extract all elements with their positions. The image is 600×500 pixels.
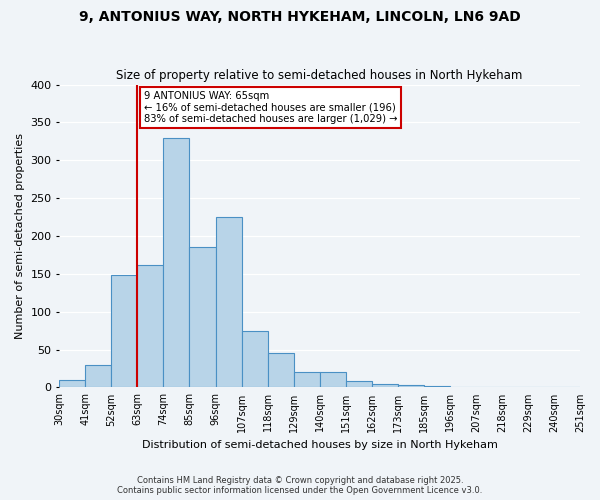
Bar — [190, 248, 215, 388]
Bar — [320, 372, 346, 388]
Y-axis label: Number of semi-detached properties: Number of semi-detached properties — [15, 133, 25, 339]
Bar — [59, 380, 85, 388]
Bar — [163, 138, 190, 388]
Text: 9, ANTONIUS WAY, NORTH HYKEHAM, LINCOLN, LN6 9AD: 9, ANTONIUS WAY, NORTH HYKEHAM, LINCOLN,… — [79, 10, 521, 24]
X-axis label: Distribution of semi-detached houses by size in North Hykeham: Distribution of semi-detached houses by … — [142, 440, 497, 450]
Bar — [346, 382, 372, 388]
Bar — [450, 386, 476, 388]
Bar — [215, 217, 242, 388]
Bar — [137, 265, 163, 388]
Bar — [372, 384, 398, 388]
Bar — [293, 372, 320, 388]
Bar — [268, 354, 293, 388]
Bar — [424, 386, 450, 388]
Text: 9 ANTONIUS WAY: 65sqm
← 16% of semi-detached houses are smaller (196)
83% of sem: 9 ANTONIUS WAY: 65sqm ← 16% of semi-deta… — [144, 90, 397, 124]
Text: Contains HM Land Registry data © Crown copyright and database right 2025.
Contai: Contains HM Land Registry data © Crown c… — [118, 476, 482, 495]
Bar — [85, 364, 112, 388]
Bar — [398, 385, 424, 388]
Bar — [242, 330, 268, 388]
Title: Size of property relative to semi-detached houses in North Hykeham: Size of property relative to semi-detach… — [116, 69, 523, 82]
Bar — [112, 276, 137, 388]
